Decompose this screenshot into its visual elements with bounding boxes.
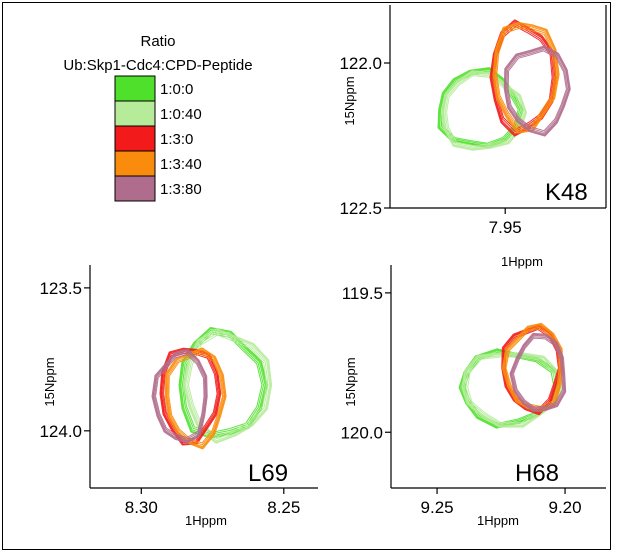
legend-subtitle: Ub:Skp1-Cdc4:CPD-Peptide (63, 57, 252, 74)
y-axis-title: 15Nppm (343, 357, 358, 406)
contour-1-3-40 (494, 24, 558, 132)
y-tick-label: 122.0 (339, 54, 382, 73)
y-axis-title: 15Nppm (42, 357, 57, 406)
x-tick-label: 9.25 (421, 498, 454, 517)
contour-1-3-80 (507, 50, 567, 132)
contour-1-0-40 (467, 356, 558, 424)
y-tick-label: 123.5 (39, 279, 82, 298)
contour-1-3-40 (167, 351, 224, 446)
contour-1-0-40 (187, 334, 267, 438)
contour-1-3-80 (153, 350, 207, 442)
x-tick-label: 9.20 (549, 498, 582, 517)
contour-1-0-40 (461, 352, 564, 428)
contour-1-3-40 (492, 22, 560, 134)
contour-1-3-40 (166, 349, 226, 448)
x-tick-label: 8.30 (125, 498, 158, 517)
legend-label: 1:0:0 (160, 81, 193, 98)
panel-l69: 123.5 124.0 8.30 8.25 1Hppm 15Nppm L69 (39, 265, 318, 528)
contour-1-3-40 (505, 328, 560, 407)
legend-label: 1:3:0 (160, 131, 193, 148)
contour-1-3-40 (164, 347, 227, 450)
legend-swatch (114, 150, 156, 177)
contour-1-0-40 (465, 355, 560, 425)
contour-1-0-40 (443, 72, 525, 149)
legend-label: 1:3:80 (160, 181, 202, 198)
contour-1-0-40 (182, 328, 273, 444)
contour-1-0-0 (464, 352, 555, 424)
plot-area (458, 322, 567, 429)
contour-1-0-40 (446, 75, 522, 147)
legend-swatch (114, 100, 156, 127)
contour-1-3-40 (168, 352, 223, 444)
x-tick-label: 7.95 (489, 218, 522, 237)
contour-1-3-80 (506, 48, 568, 133)
x-axis-title: 1Hppm (477, 513, 519, 528)
contour-1-3-80 (512, 336, 564, 409)
y-tick-label: 124.0 (39, 422, 82, 441)
panel-label: K48 (545, 179, 588, 206)
legend-swatch (114, 125, 156, 152)
x-tick-label: 8.25 (267, 498, 300, 517)
contour-1-3-80 (155, 354, 205, 438)
legend-label: 1:3:40 (160, 156, 202, 173)
y-axis-title: 15Nppm (342, 76, 357, 125)
contour-1-0-40 (463, 353, 562, 426)
contour-1-3-40 (495, 26, 557, 130)
contour-1-3-80 (509, 332, 567, 412)
contour-1-3-80 (513, 337, 563, 408)
plot-area (437, 19, 571, 151)
legend: Ratio Ub:Skp1-Cdc4:CPD-Peptide 1:0:0 1:0:… (63, 33, 253, 202)
y-tick-label: 122.5 (339, 199, 382, 218)
y-tick-label: 119.5 (342, 284, 383, 303)
contour-1-0-40 (186, 332, 269, 440)
y-tick-label: 120.0 (340, 423, 383, 442)
legend-label: 1:0:40 (160, 106, 202, 123)
contour-1-0-40 (441, 70, 527, 151)
contour-1-3-80 (505, 47, 570, 135)
contour-1-0-40 (444, 73, 524, 148)
panel-label: L69 (248, 460, 288, 487)
contour-1-3-80 (503, 45, 571, 137)
contour-1-3-0 (159, 347, 222, 446)
contour-1-0-40 (184, 330, 271, 442)
legend-swatch (114, 175, 156, 202)
panel-k48: 122.0 122.5 7.95 1Hppm 15Nppm K48 (339, 5, 607, 269)
panel-label: H68 (515, 460, 559, 487)
contour-1-3-80 (151, 348, 208, 444)
figure-frame (2, 2, 611, 550)
contour-1-3-80 (154, 352, 206, 440)
panel-h68: 119.5 120.0 9.25 9.20 1Hppm 15Nppm H68 (340, 265, 606, 528)
x-axis-title: 1Hppm (185, 513, 227, 528)
contour-1-3-0 (163, 352, 218, 440)
legend-title: Ratio (140, 33, 175, 50)
x-axis-title: 1Hppm (501, 254, 543, 269)
contour-1-3-40 (496, 27, 556, 127)
plot-area (151, 327, 273, 450)
contour-1-3-80 (511, 334, 565, 411)
legend-swatch (114, 75, 156, 102)
